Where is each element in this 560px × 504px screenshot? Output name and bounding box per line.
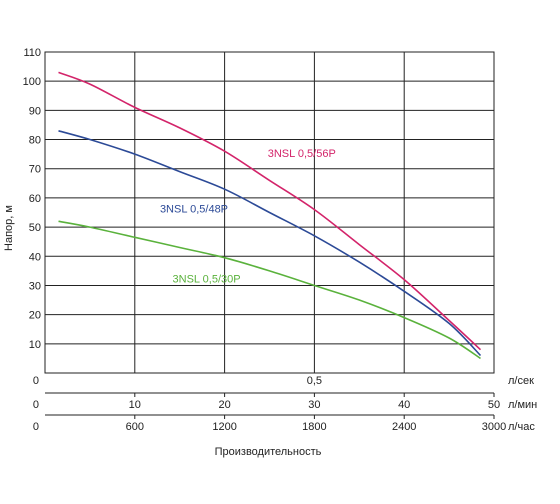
series-label-1: 3NSL 0,5/56P [268, 148, 336, 160]
series-line-3 [58, 220, 481, 360]
x-axis-zero-label: 0 [33, 421, 39, 433]
y-tick-label: 90 [29, 105, 41, 117]
grid-lines [44, 51, 495, 374]
series-line-1 [58, 71, 482, 351]
x-tick-label: 600 [126, 421, 144, 433]
y-tick-label: 50 [29, 222, 41, 234]
y-tick-label: 30 [29, 280, 41, 292]
y-axis-title: Напор, м [3, 205, 15, 251]
x-axis-zero-label: 0 [33, 375, 39, 387]
x-tick-label: 1800 [302, 421, 326, 433]
y-tick-label: 40 [29, 251, 41, 263]
x-axis-unit-label: л/сек [508, 375, 534, 387]
y-tick-label: 100 [23, 76, 41, 88]
y-tick-labels: 10 20 30 40 50 60 70 80 90 100 110 [23, 47, 41, 351]
series-label-2: 3NSL 0,5/48P [160, 204, 228, 216]
x-axis-title: Производительность [215, 446, 322, 458]
series-label-3: 3NSL 0,5/30P [173, 274, 241, 286]
y-tick-label: 80 [29, 135, 41, 147]
x-axis-unit-label: л/мин [508, 399, 537, 411]
y-tick-label: 110 [23, 47, 41, 59]
x-tick-label: 10 [129, 399, 141, 411]
series-labels: 3NSL 0,5/56P 3NSL 0,5/48P 3NSL 0,5/30P [160, 148, 336, 285]
y-tick-label: 10 [29, 339, 41, 351]
y-tick-label: 60 [29, 193, 41, 205]
x-tick-label: 40 [398, 399, 410, 411]
y-tick-label: 70 [29, 164, 41, 176]
series-curves [58, 71, 482, 360]
x-tick-label: 3000 [482, 421, 506, 433]
x-tick-label: 2400 [392, 421, 416, 433]
series-line-2 [58, 130, 482, 357]
y-tick-label: 20 [29, 310, 41, 322]
x-axis-zero-label: 0 [33, 399, 39, 411]
x-tick-label: 50 [488, 399, 500, 411]
x-tick-label: 1200 [212, 421, 236, 433]
x-tick-label: 20 [218, 399, 230, 411]
x-axis-unit-label: л/час [508, 421, 535, 433]
x-tick-label: 0,5 [307, 375, 322, 387]
x-tick-label: 30 [308, 399, 320, 411]
plot-frame [44, 51, 495, 374]
x-axes: 0 0,5 л/сек 0 10 20 30 40 50 л/мин 0 600 1200 1800 240… [33, 375, 537, 433]
